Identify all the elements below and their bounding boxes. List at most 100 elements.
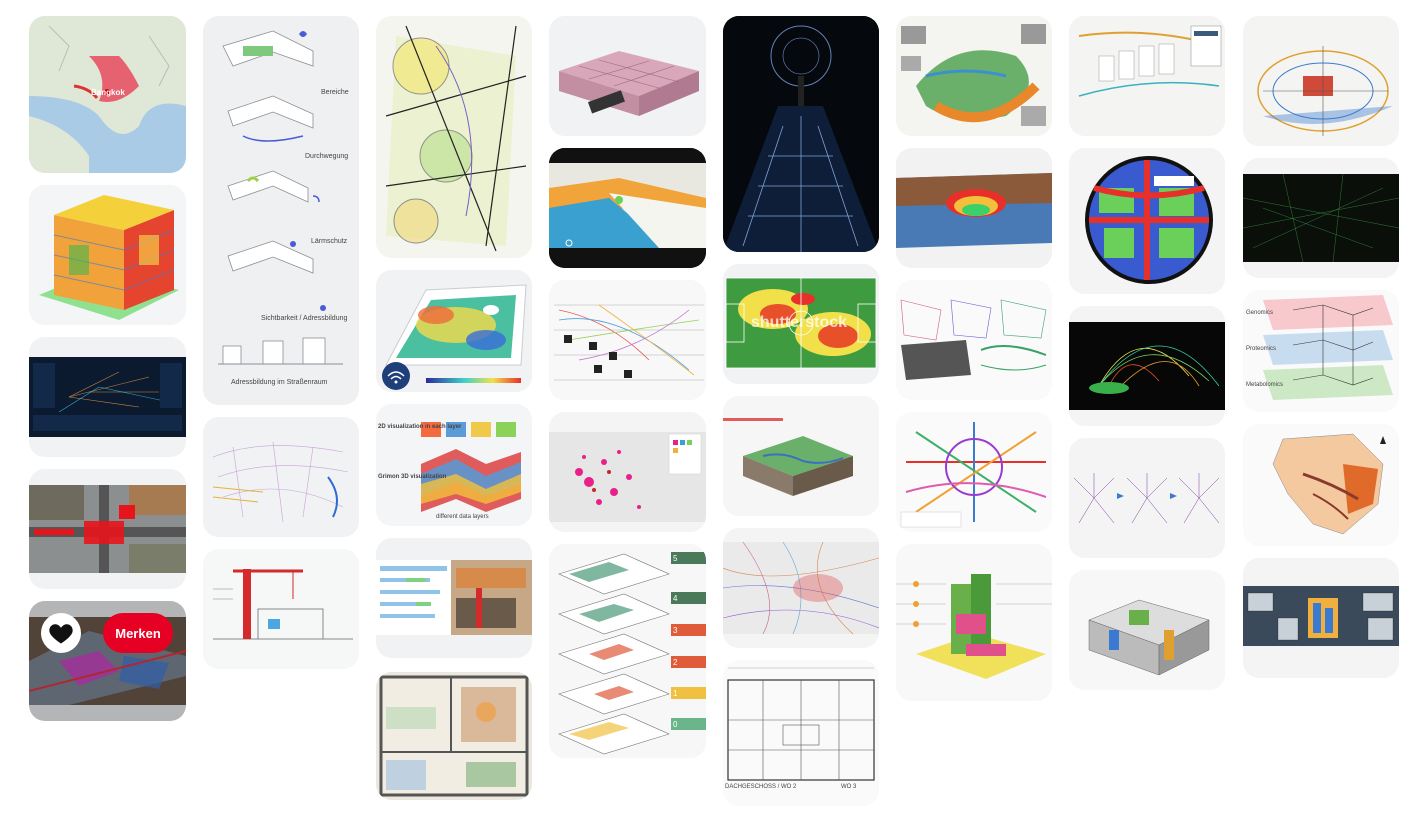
pin-geology-model[interactable] [896,148,1052,268]
layer-label-bereiche: Bereiche [321,89,349,96]
pin-multilayer-omics[interactable]: Genomics Proteomics Metabolomics [1243,290,1399,412]
layer-label-metabolomics: Metabolomics [1246,382,1284,388]
stacked-floors-image [549,544,706,758]
us-network-map-image [203,417,359,537]
pin-building-model[interactable] [549,16,706,136]
map-city-label: Bangkok [91,88,125,97]
pin-wifi-heatmap[interactable] [376,270,532,392]
pin-stacked-floors[interactable]: 5 4 3 2 1 0 [549,544,706,758]
layers-viz-image [376,404,532,526]
layer-label-genomics: Genomics [1246,310,1274,316]
network-dashboard-image [29,337,186,457]
pin-terrain-block[interactable] [723,396,879,516]
pin-brazil-map[interactable] [1243,424,1399,546]
floor-number-2: 2 [673,658,678,667]
pin-building-cutaway[interactable] [1069,570,1225,690]
terrain-section-image [549,148,706,268]
viz-label-3d: Grimon 3D visualization [378,474,447,480]
schedule-render-image [376,538,532,658]
pin-terrain-section[interactable] [549,148,706,268]
watermark-text: shutterstock [751,314,848,331]
floor-number-5: 5 [673,554,678,563]
pin-football-heatmap[interactable]: shutterstock [723,264,879,384]
pin-landscape-diagram[interactable] [896,16,1052,136]
pin-metro-map[interactable] [896,412,1052,532]
wifi-heatmap-image [376,270,532,392]
pin-layers-diagram[interactable]: Bereiche Durchwegung Lärmschutz Sichtbar… [203,16,359,405]
pin-arc-flows[interactable] [1069,306,1225,426]
pin-street-aerial[interactable] [29,469,186,589]
pin-projection-hall[interactable] [723,16,879,252]
layer-label-durchwegung: Durchwegung [305,153,349,160]
layer-label-adressbildung: Adressbildung im Straßenraum [231,379,328,386]
pin-map-series[interactable] [896,280,1052,400]
terrain-block-image [723,396,879,516]
time-network-image [1069,438,1225,558]
pin-construction-section[interactable] [203,549,359,669]
viz-label-2d: 2D visualization in each layer [378,424,462,430]
street-aerial-image [29,469,186,589]
pin-urban-analysis[interactable] [1069,16,1225,136]
gps-traces-image [723,528,879,648]
floorplan-label-left: DACHGESCHOSS / WO 2 [725,784,797,790]
pin-flow-diagram[interactable] [549,280,706,400]
floorplan-label-right: WO 3 [841,784,857,790]
building-model-image [549,16,706,136]
building-heatmap-image [29,185,186,325]
pin-solar-study[interactable] [1243,16,1399,146]
city-model-image [1243,558,1399,678]
pin-scatter-map[interactable] [549,412,706,532]
pin-3d-layers-viz[interactable]: 2D visualization in each layer Grimon 3D… [376,404,532,526]
pin-city-model[interactable] [1243,558,1399,678]
pin-vertical-farm[interactable] [896,544,1052,701]
layer-label-proteomics: Proteomics [1246,346,1277,352]
football-heatmap-image [723,264,879,384]
metro-map-image [896,412,1052,532]
pin-us-network-map[interactable] [203,417,359,537]
pin-network-dashboard[interactable] [29,337,186,457]
floorplan-bw-image [723,660,879,806]
pin-gps-traces[interactable] [723,528,879,648]
pin-aerial-overlay[interactable]: Merken [29,601,186,721]
layers-diagram-image [203,16,359,405]
pin-time-network[interactable] [1069,438,1225,558]
heart-icon [49,624,73,644]
floor-number-4: 4 [673,594,678,603]
dark-network-image [1243,158,1399,278]
multilayer-omics-image [1243,290,1399,412]
pin-floorplan-color[interactable] [376,672,532,800]
vertical-farm-image [896,544,1052,701]
construction-section-image [203,549,359,669]
flow-diagram-image [549,280,706,400]
save-button[interactable]: Merken [103,613,173,653]
landscape-diagram-image [896,16,1052,136]
site-sketch-image [376,16,532,258]
brazil-map-image [1243,424,1399,546]
pin-circular-heatmap[interactable] [1069,148,1225,294]
pin-map-southeast-asia[interactable]: Bangkok [29,16,186,173]
pin-building-heatmap[interactable] [29,185,186,325]
urban-analysis-image [1069,16,1225,136]
map-series-image [896,280,1052,400]
floor-number-1: 1 [673,689,678,698]
geology-model-image [896,148,1052,268]
map-image [29,16,186,173]
floor-number-3: 3 [673,626,678,635]
building-cutaway-image [1069,570,1225,690]
layer-label-sichtbarkeit: Sichtbarkeit / Adressbildung [261,315,348,322]
layer-label-laermschutz: Lärmschutz [311,238,348,245]
react-button[interactable] [41,613,81,653]
floor-number-0: 0 [673,720,678,729]
pin-dark-network[interactable] [1243,158,1399,278]
projection-hall-image [723,16,879,252]
arc-flows-image [1069,306,1225,426]
solar-study-image [1243,16,1399,146]
pin-site-sketch[interactable] [376,16,532,258]
circular-heatmap-image [1069,148,1225,294]
pin-floorplan-bw[interactable]: DACHGESCHOSS / WO 2 WO 3 [723,660,879,806]
scatter-map-image [549,412,706,532]
viz-label-layers: different data layers [436,514,489,520]
floorplan-color-image [376,672,532,800]
pin-schedule-render[interactable] [376,538,532,658]
